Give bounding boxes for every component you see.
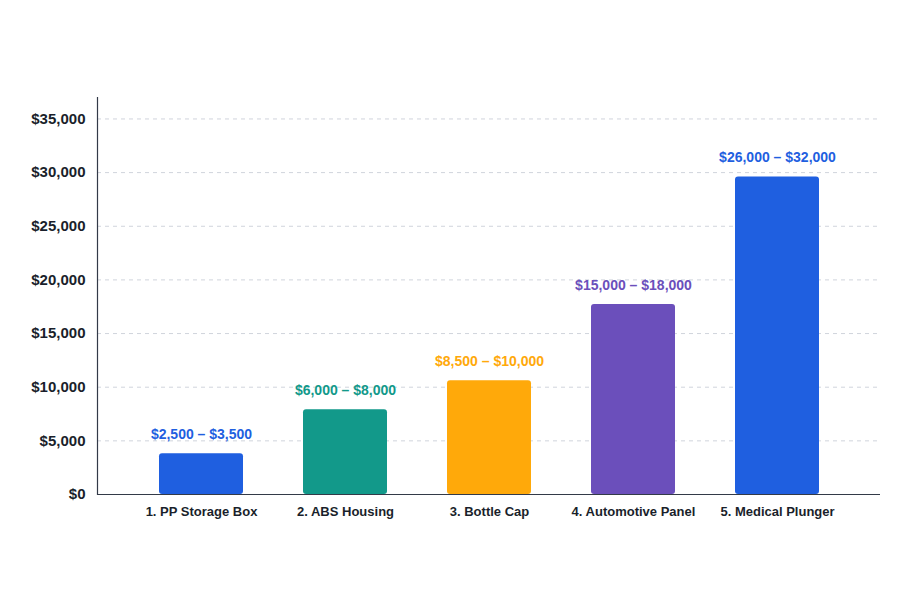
- svg-text:$6,000 – $8,000: $6,000 – $8,000: [295, 382, 396, 398]
- svg-text:$15,000 – $18,000: $15,000 – $18,000: [575, 277, 692, 293]
- svg-text:$5,000: $5,000: [40, 432, 86, 449]
- svg-text:$20,000: $20,000: [31, 271, 85, 288]
- svg-text:$8,500 – $10,000: $8,500 – $10,000: [435, 353, 544, 369]
- svg-text:$15,000: $15,000: [31, 324, 85, 341]
- svg-text:$30,000: $30,000: [31, 163, 85, 180]
- svg-text:$26,000 – $32,000: $26,000 – $32,000: [719, 149, 836, 165]
- svg-text:$0: $0: [69, 485, 86, 502]
- svg-text:3. Bottle Cap: 3. Bottle Cap: [450, 504, 530, 519]
- svg-text:$35,000: $35,000: [31, 110, 85, 127]
- svg-text:2. ABS Housing: 2. ABS Housing: [297, 504, 394, 519]
- svg-text:$2,500 – $3,500: $2,500 – $3,500: [151, 426, 252, 442]
- svg-text:$25,000: $25,000: [31, 217, 85, 234]
- svg-text:1. PP Storage Box: 1. PP Storage Box: [146, 504, 259, 519]
- svg-text:5. Medical Plunger: 5. Medical Plunger: [720, 504, 834, 519]
- svg-text:$10,000: $10,000: [31, 378, 85, 395]
- svg-text:4. Automotive Panel: 4. Automotive Panel: [572, 504, 696, 519]
